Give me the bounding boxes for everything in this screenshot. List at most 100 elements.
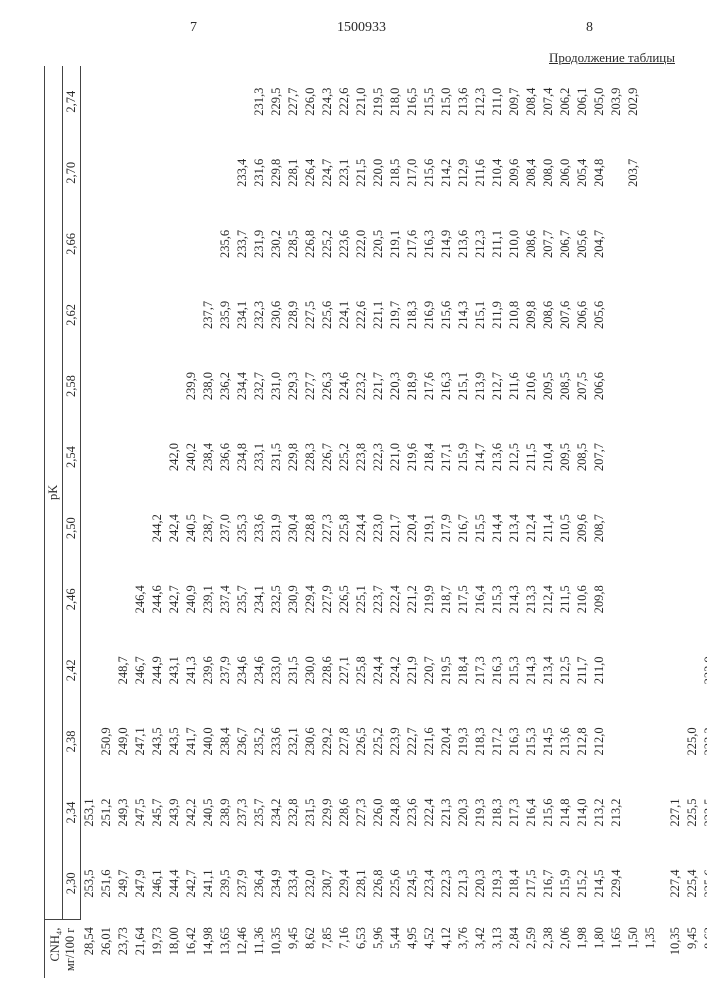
cell: 236,7 <box>234 706 251 777</box>
cell: 213,2 <box>591 777 608 848</box>
cell: 227,7 <box>302 350 319 421</box>
cell: 218,3 <box>489 777 506 848</box>
cell: 227,9 <box>319 564 336 635</box>
cell: 215,1 <box>472 279 489 350</box>
row-label: 2,38 <box>540 919 557 978</box>
cell: 221,9 <box>404 635 421 706</box>
cell: 225,5 <box>684 777 701 848</box>
cell: 223,2 <box>353 350 370 421</box>
col-super-header: pK <box>45 66 63 919</box>
cell: 220,4 <box>404 493 421 564</box>
cell <box>684 66 701 137</box>
row-label: 16,42 <box>183 919 200 978</box>
table-row: 4,12222,3221,3220,4219,5218,7217,9217,12… <box>438 66 455 978</box>
cell: 211,0 <box>489 66 506 137</box>
cell: 220,3 <box>387 350 404 421</box>
col-header: 2,58 <box>63 350 81 421</box>
cell <box>642 422 659 493</box>
cell <box>115 350 132 421</box>
cell: 213,4 <box>540 635 557 706</box>
cell: 217,5 <box>523 848 540 919</box>
cell: 234,2 <box>268 777 285 848</box>
cell: 222,3 <box>370 422 387 493</box>
cell: 247,1 <box>132 706 149 777</box>
data-table: CNH₄, мг/100 г pK 2,302,342,382,422,462,… <box>44 66 707 978</box>
cell: 220,5 <box>370 208 387 279</box>
cell <box>183 208 200 279</box>
cell: 234,4 <box>234 350 251 421</box>
cell: 241,7 <box>183 706 200 777</box>
cell: 221,7 <box>387 493 404 564</box>
cell <box>132 422 149 493</box>
row-label: 19,73 <box>149 919 166 978</box>
cell: 211,7 <box>574 635 591 706</box>
cell: 247,9 <box>132 848 149 919</box>
cell <box>115 66 132 137</box>
cell: 226,8 <box>302 208 319 279</box>
cell: 233,4 <box>285 848 302 919</box>
table-row: 1,98215,2214,0212,8211,7210,6209,6208,52… <box>574 66 591 978</box>
cell <box>642 66 659 137</box>
table-row: 14,98241,1240,5240,0239,6239,1238,7238,4… <box>200 66 217 978</box>
cell <box>217 137 234 208</box>
cell: 236,4 <box>251 848 268 919</box>
cell <box>81 706 99 777</box>
cell: 215,3 <box>489 564 506 635</box>
row-label: 10,35 <box>667 919 684 978</box>
cell: 233,4 <box>234 137 251 208</box>
cell: 232,0 <box>302 848 319 919</box>
cell: 242,4 <box>166 493 183 564</box>
cell <box>667 422 684 493</box>
cell: 213,3 <box>523 564 540 635</box>
cell: 220,7 <box>421 635 438 706</box>
cell: 223,8 <box>353 422 370 493</box>
row-label: 4,12 <box>438 919 455 978</box>
cell: 223,0 <box>370 493 387 564</box>
cell: 223,1 <box>336 137 353 208</box>
cell <box>98 635 115 706</box>
cell: 235,3 <box>234 493 251 564</box>
cell: 216,7 <box>540 848 557 919</box>
cell: 212,7 <box>489 350 506 421</box>
cell <box>132 350 149 421</box>
cell: 231,0 <box>268 350 285 421</box>
table-row: 2,84218,4217,3216,3215,3214,3213,4212,52… <box>506 66 523 978</box>
cell <box>608 422 625 493</box>
cell: 215,3 <box>523 706 540 777</box>
cell <box>81 422 99 493</box>
cell: 221,7 <box>370 350 387 421</box>
cell <box>684 635 701 706</box>
cell: 222,0 <box>353 208 370 279</box>
cell: 233,0 <box>268 635 285 706</box>
cell: 219,7 <box>387 279 404 350</box>
cell: 214,7 <box>472 422 489 493</box>
cell: 224,6 <box>336 350 353 421</box>
row-label: 12,46 <box>234 919 251 978</box>
cell: 229,4 <box>302 564 319 635</box>
cell: 221,2 <box>404 564 421 635</box>
cell: 211,0 <box>591 635 608 706</box>
col-header: 2,70 <box>63 137 81 208</box>
cell: 251,2 <box>98 777 115 848</box>
cell: 229,5 <box>268 66 285 137</box>
cell: 227,1 <box>336 635 353 706</box>
cell: 235,7 <box>251 777 268 848</box>
cell: 221,3 <box>438 777 455 848</box>
cell <box>132 208 149 279</box>
cell: 211,9 <box>489 279 506 350</box>
cell <box>701 564 707 635</box>
cell: 212,5 <box>557 635 574 706</box>
cell: 234,1 <box>234 279 251 350</box>
cell: 230,9 <box>285 564 302 635</box>
cell: 223,9 <box>387 706 404 777</box>
cell: 231,5 <box>302 777 319 848</box>
cell: 230,6 <box>268 279 285 350</box>
cell: 230,4 <box>285 493 302 564</box>
cell <box>98 350 115 421</box>
row-label: 2,06 <box>557 919 574 978</box>
cell: 234,6 <box>234 635 251 706</box>
cell: 215,6 <box>421 137 438 208</box>
row-label: 28,54 <box>81 919 99 978</box>
cell: 242,0 <box>166 422 183 493</box>
cell: 209,7 <box>506 66 523 137</box>
